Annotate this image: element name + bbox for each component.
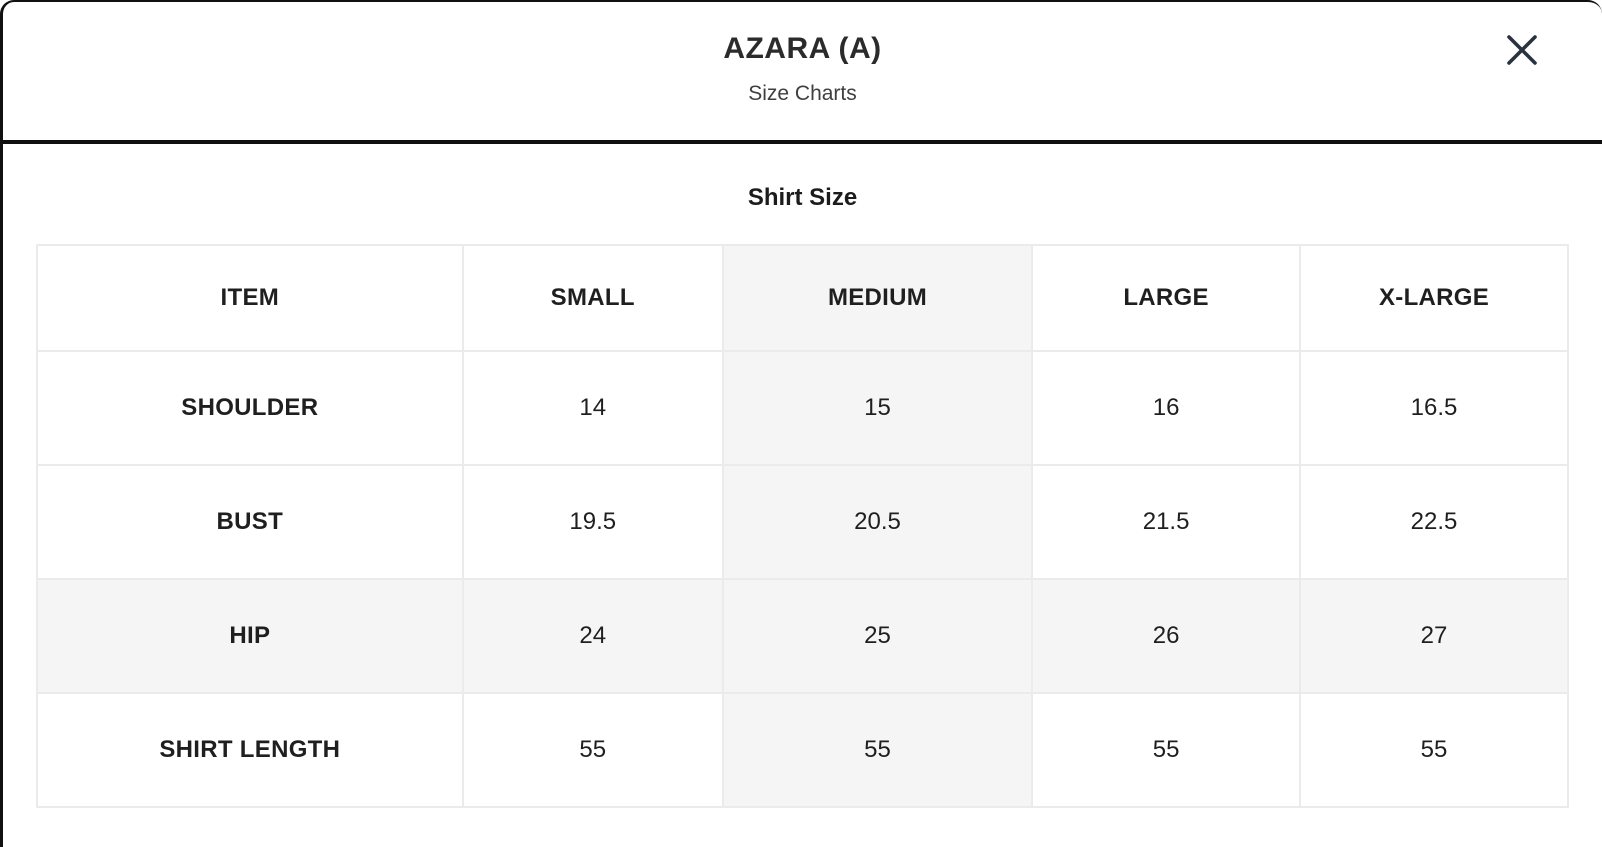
cell: 55 bbox=[1299, 692, 1569, 808]
cell: 16 bbox=[1031, 350, 1302, 466]
size-chart-table: ITEM SMALL MEDIUM LARGE X-LARGE SHOULDER… bbox=[36, 244, 1569, 808]
cell: 14 bbox=[461, 350, 724, 466]
row-label: BUST bbox=[36, 464, 464, 580]
cell: 55 bbox=[461, 692, 724, 808]
row-label: HIP bbox=[36, 578, 464, 694]
cell: 22.5 bbox=[1299, 464, 1569, 580]
close-icon bbox=[1507, 35, 1537, 65]
table-row-hip: HIP 24 25 26 27 bbox=[36, 578, 1569, 694]
cell: 55 bbox=[1031, 692, 1302, 808]
column-header-small: SMALL bbox=[461, 244, 724, 352]
cell: 27 bbox=[1299, 578, 1569, 694]
table-row-shirt-length: SHIRT LENGTH 55 55 55 55 bbox=[36, 692, 1569, 808]
row-label: SHOULDER bbox=[36, 350, 464, 466]
modal-title: AZARA (A) bbox=[723, 32, 882, 65]
modal-body: Shirt Size ITEM SMALL MEDIUM LARGE X-LAR… bbox=[3, 144, 1602, 808]
cell: 25 bbox=[721, 578, 1034, 694]
column-header-medium: MEDIUM bbox=[721, 244, 1034, 352]
table-header-row: ITEM SMALL MEDIUM LARGE X-LARGE bbox=[36, 244, 1569, 352]
cell: 55 bbox=[721, 692, 1034, 808]
cell: 24 bbox=[461, 578, 724, 694]
cell: 21.5 bbox=[1031, 464, 1302, 580]
column-header-x-large: X-LARGE bbox=[1299, 244, 1569, 352]
table-row-shoulder: SHOULDER 14 15 16 16.5 bbox=[36, 350, 1569, 466]
modal-subtitle: Size Charts bbox=[748, 82, 857, 105]
column-header-item: ITEM bbox=[36, 244, 464, 352]
cell: 16.5 bbox=[1299, 350, 1569, 466]
section-title: Shirt Size bbox=[747, 184, 858, 211]
row-label: SHIRT LENGTH bbox=[36, 692, 464, 808]
cell: 19.5 bbox=[461, 464, 724, 580]
modal-header: AZARA (A) Size Charts bbox=[3, 2, 1602, 144]
table-row-bust: BUST 19.5 20.5 21.5 22.5 bbox=[36, 464, 1569, 580]
cell: 20.5 bbox=[721, 464, 1034, 580]
cell: 26 bbox=[1031, 578, 1302, 694]
column-header-large: LARGE bbox=[1031, 244, 1302, 352]
cell: 15 bbox=[721, 350, 1034, 466]
close-button[interactable] bbox=[1498, 26, 1546, 74]
